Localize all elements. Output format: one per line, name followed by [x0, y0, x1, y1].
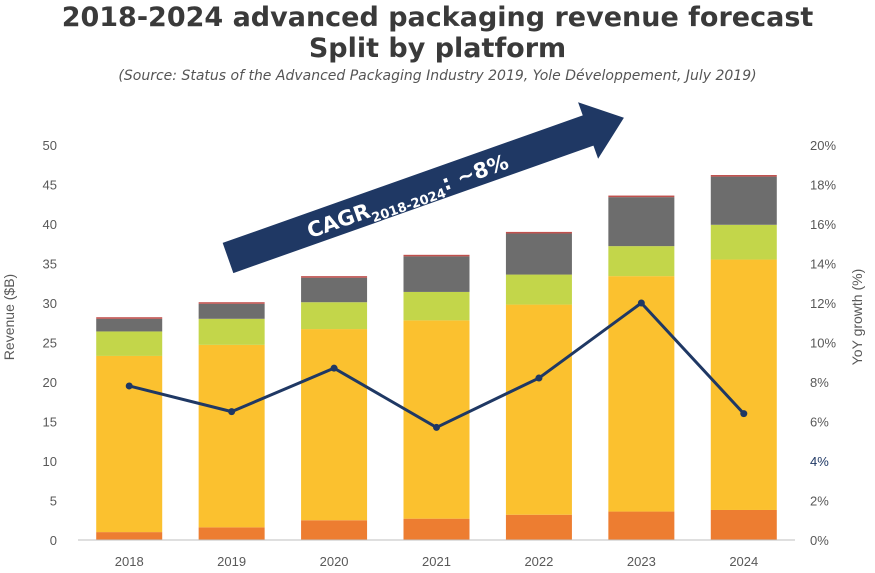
growth-point-2020	[330, 364, 338, 372]
y-tick-label: 10	[43, 454, 57, 469]
svg-text:CAGR2018-2024: ~8%: CAGR2018-2024: ~8%	[304, 150, 513, 248]
growth-point-2023	[637, 299, 645, 307]
bar-segment-gold-2021	[403, 320, 470, 519]
bar-segment-gray-2020	[301, 277, 368, 303]
y2-tick-label: 20%	[810, 138, 836, 153]
chart-subtitle: Split by platform	[308, 33, 567, 64]
bar-segment-lime-2019	[198, 318, 265, 345]
growth-point-2021	[433, 423, 440, 431]
bars-layer	[96, 175, 777, 540]
y-tick-label: 20	[43, 375, 57, 390]
bar-segment-gray-2021	[403, 256, 470, 292]
bar-segment-gray-2022	[505, 233, 572, 275]
bar-segment-lime-2024	[710, 224, 777, 260]
growth-point-2019	[228, 408, 236, 416]
y-tick-label: 30	[43, 296, 57, 311]
x-tick-label: 2022	[524, 554, 553, 569]
y2-tick-label: 14%	[810, 257, 836, 272]
chart-source: (Source: Status of the Advanced Packagin…	[118, 68, 757, 84]
growth-point-2022	[535, 374, 543, 382]
y-axis-ticks: 0 5 10 15 20 25 30 35 40 45 50	[43, 138, 57, 548]
x-tick-label: 2021	[422, 554, 451, 569]
bar-segment-lime-2022	[505, 274, 572, 305]
bar-segment-orange-2021	[403, 518, 470, 540]
bar-segment-top-2019	[198, 302, 265, 304]
bar-segment-lime-2021	[403, 291, 470, 321]
bar-segment-lime-2018	[96, 331, 163, 356]
y-tick-label: 0	[50, 533, 57, 548]
y2-axis-ticks: 0% 2% 4% 6% 8% 10% 12% 14% 16% 18% 20%	[810, 138, 836, 548]
bar-segment-gold-2018	[96, 355, 163, 533]
x-axis-ticks: 2018 2019 2020 2021 2022 2023 2024	[115, 554, 758, 569]
y2-axis-label: YoY growth (%)	[849, 269, 865, 366]
bar-segment-orange-2020	[301, 520, 368, 540]
growth-line-layer	[125, 299, 748, 431]
bar-segment-gray-2023	[608, 197, 675, 247]
bar-segment-orange-2019	[198, 527, 265, 540]
bar-segment-top-2021	[403, 254, 470, 257]
bar-segment-orange-2024	[710, 509, 777, 540]
bar-segment-top-2024	[710, 175, 777, 177]
y2-tick-label: 18%	[810, 178, 836, 193]
y-tick-label: 25	[43, 336, 57, 351]
y-tick-label: 35	[43, 257, 57, 272]
x-tick-label: 2018	[115, 554, 144, 569]
y-tick-label: 40	[43, 217, 57, 232]
growth-point-2024	[740, 410, 748, 418]
bar-segment-gold-2022	[505, 304, 572, 515]
y2-tick-label: 10%	[810, 336, 836, 351]
bar-segment-top-2018	[96, 317, 163, 319]
y2-tick-label: 8%	[810, 375, 829, 390]
bar-segment-lime-2020	[301, 302, 368, 330]
bar-segment-gray-2019	[198, 303, 265, 319]
bar-segment-gray-2024	[710, 176, 777, 225]
x-tick-label: 2019	[217, 554, 246, 569]
bar-segment-lime-2023	[608, 246, 675, 277]
bar-segment-gold-2019	[198, 344, 265, 528]
y2-tick-label: 16%	[810, 217, 836, 232]
bar-segment-gold-2023	[608, 276, 675, 512]
x-tick-label: 2020	[320, 554, 349, 569]
bar-segment-gold-2024	[710, 259, 777, 510]
bar-segment-orange-2023	[608, 511, 675, 540]
bar-segment-gold-2020	[301, 329, 368, 521]
y-tick-label: 5	[50, 494, 57, 509]
y2-tick-label: 4%	[810, 454, 829, 469]
y2-tick-label: 6%	[810, 415, 829, 430]
bar-segment-gray-2018	[96, 318, 163, 332]
y-axis-label: Revenue ($B)	[1, 274, 17, 360]
y-tick-label: 15	[43, 415, 57, 430]
chart-title: 2018-2024 advanced packaging revenue for…	[61, 2, 814, 33]
bar-segment-orange-2022	[505, 514, 572, 540]
x-tick-label: 2023	[627, 554, 656, 569]
growth-point-2018	[125, 382, 133, 390]
bar-segment-orange-2018	[96, 532, 163, 540]
bar-segment-top-2023	[608, 195, 675, 198]
bar-segment-top-2022	[505, 231, 572, 234]
y2-tick-label: 0%	[810, 533, 829, 548]
bar-segment-top-2020	[301, 276, 368, 278]
y2-tick-label: 2%	[810, 494, 829, 509]
y-tick-label: 50	[43, 138, 57, 153]
y-tick-label: 45	[43, 178, 57, 193]
y2-tick-label: 12%	[810, 296, 836, 311]
x-tick-label: 2024	[729, 554, 758, 569]
